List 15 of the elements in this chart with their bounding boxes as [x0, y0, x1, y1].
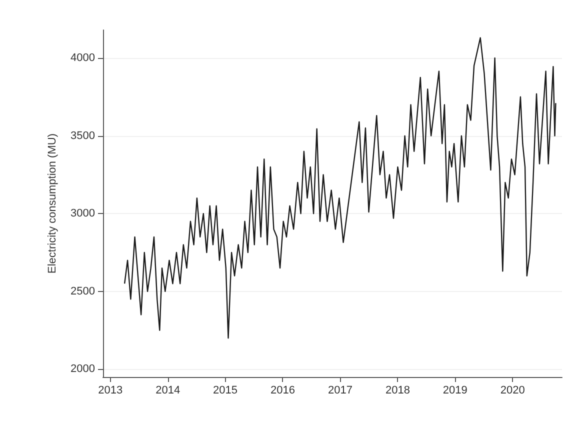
y-tick-label: 3000 — [70, 208, 95, 220]
x-tick-label: 2019 — [442, 384, 468, 396]
y-tick-label: 3500 — [70, 130, 95, 142]
x-tick-label: 2017 — [328, 384, 353, 396]
x-tick-label: 2013 — [98, 384, 123, 396]
y-axis-title: Electricity consumption (MU) — [46, 134, 58, 274]
y-tick-label: 4000 — [70, 52, 95, 64]
x-tick-label: 2016 — [270, 384, 295, 396]
y-tick-label: 2000 — [70, 363, 95, 376]
x-tick-label: 2020 — [500, 384, 525, 396]
x-tick-label: 2015 — [213, 384, 238, 396]
x-tick-label: 2014 — [156, 384, 180, 396]
x-tick-label: 2018 — [385, 384, 410, 396]
line-series — [124, 37, 556, 339]
y-tick-label: 2500 — [70, 285, 95, 298]
